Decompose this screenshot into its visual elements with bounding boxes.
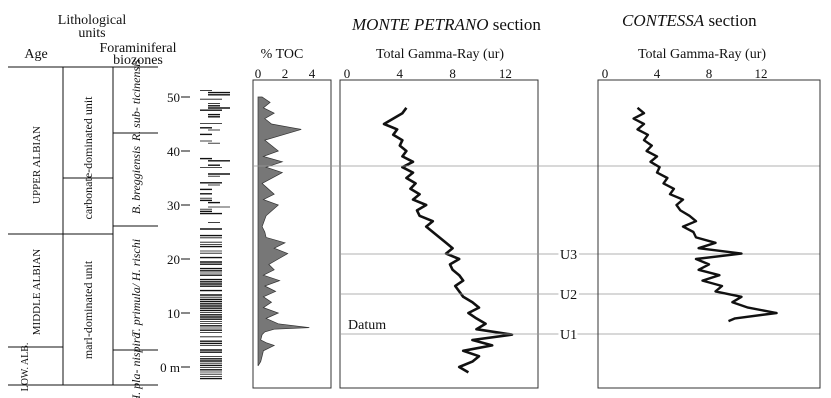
age-low-albian: LOW. ALB. <box>20 343 31 392</box>
age-upper-albian: UPPER ALBIAN <box>31 126 43 204</box>
lith-header-line2: units <box>78 26 105 41</box>
toc-frame <box>252 79 332 389</box>
tick-label-2-3: 12 <box>755 66 768 81</box>
foram-header-line2: biozones <box>113 53 163 68</box>
tick-label-1-0: 0 <box>344 66 351 81</box>
u3-label: U3 <box>560 248 577 263</box>
tick-label-0-0: 0 <box>255 66 262 81</box>
co-frame <box>597 79 821 389</box>
biozone-t-primula: T. primula/ H. rischi <box>129 239 143 337</box>
tick-label-0-1: 2 <box>282 66 289 81</box>
toc-axis-title: % TOC <box>261 47 304 62</box>
biozone-r-subticinensis: R. sub- ticinensis <box>129 59 143 143</box>
depth-axis: 50 40 30 20 10 0 m <box>160 90 190 375</box>
tick-label-2-1: 4 <box>654 66 661 81</box>
lith-marl-unit: marl-dominated unit <box>81 260 95 359</box>
tick-label-0-2: 4 <box>309 66 316 81</box>
u2-label: U2 <box>560 288 577 303</box>
u3-label-halo: U3 <box>560 248 577 263</box>
correlation-lines <box>253 165 820 335</box>
u1-label: U1 <box>560 328 577 343</box>
lith-header-line1: Lithological <box>58 13 127 28</box>
datum-label: Datum <box>348 318 386 333</box>
tick-label-2-2: 8 <box>706 66 713 81</box>
depth-tick-20: 20 <box>167 252 180 267</box>
depth-tick-0: 0 m <box>160 360 180 375</box>
depth-tick-30: 30 <box>167 198 180 213</box>
depth-tick-40: 40 <box>167 144 180 159</box>
biozone-b-breggiensis: B. breggiensis <box>129 146 143 215</box>
age-header: Age <box>24 47 47 62</box>
lithology-log <box>200 90 230 380</box>
mp-gamma-line <box>382 107 514 374</box>
co-gamma-axis: 0 4 8 12 <box>602 66 768 81</box>
toc-axis: 0 2 4 <box>255 66 316 81</box>
stratigraphic-columns <box>8 66 158 386</box>
tick-label-1-3: 12 <box>499 66 512 81</box>
depth-tick-10: 10 <box>167 306 180 321</box>
mp-gamma-axis: 0 4 8 12 <box>344 66 512 81</box>
u1-label-halo: U1 <box>560 328 577 343</box>
age-middle-albian: MIDDLE ALBIAN <box>31 249 43 336</box>
depth-tick-50: 50 <box>167 90 180 105</box>
co-gamma-label: Total Gamma-Ray (ur) <box>638 47 766 62</box>
foram-header-line1: Foraminiferal <box>100 41 177 56</box>
mp-frame <box>339 79 539 389</box>
mp-gamma-label: Total Gamma-Ray (ur) <box>376 47 504 62</box>
mp-section-title: MONTE PETRANO section <box>351 15 541 34</box>
toc-area <box>257 96 310 367</box>
lith-carbonate-unit: carbonate-dominated unit <box>81 96 95 220</box>
tick-label-1-1: 4 <box>397 66 404 81</box>
co-gamma-line <box>632 106 778 323</box>
co-section-title: CONTESSA section <box>622 11 757 30</box>
tick-label-1-2: 8 <box>449 66 456 81</box>
tick-label-2-0: 0 <box>602 66 609 81</box>
biozone-h-planispira: H. pla- nispira <box>129 332 143 398</box>
u2-label-halo: U2 <box>560 288 577 303</box>
